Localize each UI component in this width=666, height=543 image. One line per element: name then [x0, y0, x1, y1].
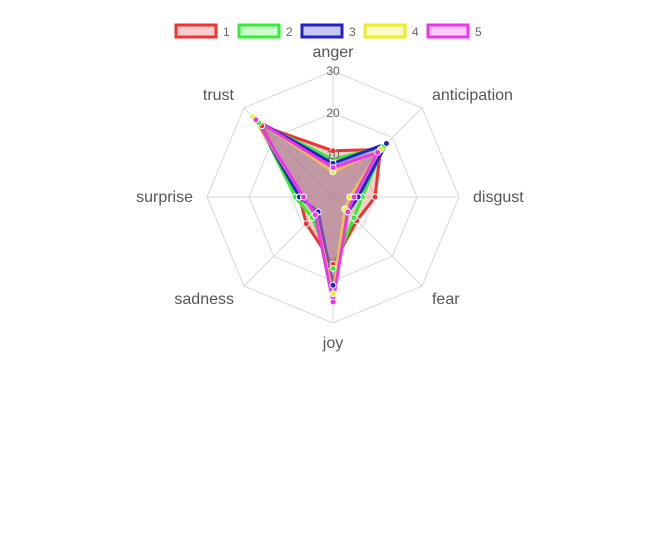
axis-label-anticipation: anticipation: [432, 87, 513, 104]
tick-label-30: 30: [326, 64, 340, 78]
radial-tick-labels: 10 20 30: [326, 64, 340, 162]
axis-label-joy: joy: [322, 335, 343, 352]
data-point-5-fear: [344, 208, 352, 216]
data-point-5-anticipation: [374, 148, 382, 156]
data-point-3-joy: [329, 281, 337, 289]
axis-labels: anger anticipation disgust fear joy sadness su…: [136, 44, 524, 352]
legend-item-2[interactable]: 2: [237, 23, 293, 39]
axis-label-anger: anger: [313, 44, 355, 61]
data-point-5-joy: [329, 298, 337, 306]
radar-series: [251, 115, 388, 304]
axis-label-fear: fear: [432, 291, 460, 308]
axis-label-sadness: sadness: [174, 291, 234, 308]
radar-points: [249, 113, 390, 306]
legend-label-1: 1: [223, 25, 230, 39]
legend-label-2: 2: [286, 25, 293, 39]
data-point-5-trust: [252, 116, 260, 124]
tick-label-10: 10: [326, 148, 340, 162]
axis-label-surprise: surprise: [136, 189, 193, 206]
data-point-5-sadness: [311, 211, 319, 219]
data-point-1-disgust: [371, 193, 379, 201]
legend-label-4: 4: [412, 25, 419, 39]
legend-swatch-4: [363, 23, 407, 39]
legend-swatch-3: [300, 23, 344, 39]
axis-label-disgust: disgust: [473, 189, 524, 206]
data-point-5-surprise: [300, 193, 308, 201]
data-point-5-disgust: [350, 193, 358, 201]
legend-item-3[interactable]: 3: [300, 23, 356, 39]
legend-swatch-2: [237, 23, 281, 39]
legend[interactable]: 1 2 3 4 5: [174, 23, 482, 39]
legend-swatch-1: [174, 23, 218, 39]
data-point-2-fear: [350, 214, 358, 222]
data-point-5-anger: [329, 164, 337, 172]
legend-item-1[interactable]: 1: [174, 23, 230, 39]
data-point-4-joy: [329, 290, 337, 298]
data-point-2-joy: [329, 264, 337, 272]
data-point-1-sadness: [302, 220, 310, 228]
legend-label-5: 5: [475, 25, 482, 39]
legend-label-3: 3: [349, 25, 356, 39]
axis-label-trust: trust: [203, 87, 235, 104]
tick-label-20: 20: [326, 106, 340, 120]
legend-item-5[interactable]: 5: [426, 23, 482, 39]
legend-item-4[interactable]: 4: [363, 23, 419, 39]
data-point-1-anger: [329, 147, 337, 155]
data-point-3-anticipation: [382, 140, 390, 148]
legend-swatch-5: [426, 23, 470, 39]
